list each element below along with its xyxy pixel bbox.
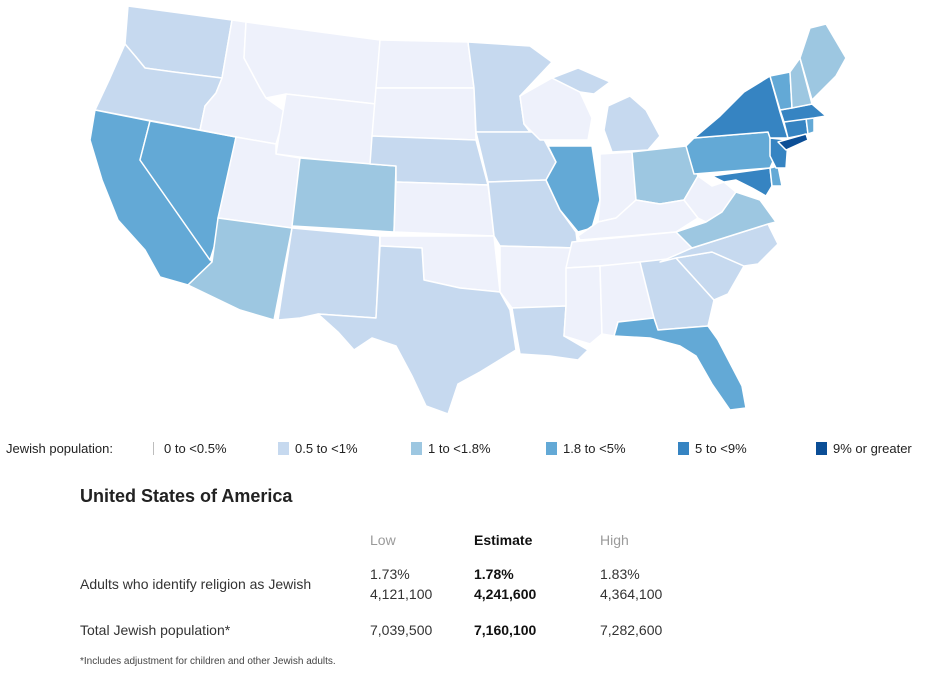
legend: Jewish population: 0 to <0.5% 0.5 to <1%…: [6, 438, 924, 460]
legend-item-0: 0 to <0.5%: [153, 441, 227, 456]
adults-high-pct: 1.83%: [600, 566, 640, 582]
legend-item-5: 9% or greater: [816, 441, 912, 456]
legend-swatch-4: [678, 442, 689, 455]
state-pennsylvania[interactable]: [685, 131, 779, 175]
total-estimate: 7,160,100: [474, 622, 537, 638]
adults-low-pct: 1.73%: [370, 566, 410, 582]
state-virginia[interactable]: [675, 191, 777, 249]
adults-estimate-pct: 1.78%: [474, 566, 514, 582]
total-low: 7,039,500: [370, 622, 433, 638]
country-title: United States of America: [80, 486, 293, 506]
state-new-york-city-area[interactable]: [777, 133, 809, 151]
legend-label-5: 9% or greater: [833, 441, 912, 456]
row-label-adults: Adults who identify religion as Jewish: [80, 576, 312, 592]
state-delaware[interactable]: [769, 165, 783, 187]
state-rhode-island[interactable]: [805, 117, 815, 135]
state-colorado[interactable]: [291, 157, 397, 233]
legend-label-0: 0 to <0.5%: [164, 441, 227, 456]
adults-estimate-count: 4,241,600: [474, 586, 537, 602]
header-high: High: [600, 532, 629, 548]
legend-swatch-0: [153, 442, 158, 455]
us-states-map: [89, 5, 847, 415]
legend-label-4: 5 to <9%: [695, 441, 747, 456]
state-montana[interactable]: [243, 21, 381, 105]
state-mississippi[interactable]: [563, 265, 603, 345]
state-north-dakota[interactable]: [375, 39, 475, 89]
legend-title: Jewish population:: [6, 441, 113, 456]
state-south-dakota[interactable]: [371, 87, 477, 141]
state-texas[interactable]: [317, 245, 517, 415]
legend-label-2: 1 to <1.8%: [428, 441, 491, 456]
total-high: 7,282,600: [600, 622, 663, 638]
legend-item-2: 1 to <1.8%: [411, 441, 491, 456]
row-label-total: Total Jewish population*: [80, 622, 231, 638]
legend-label-1: 0.5 to <1%: [295, 441, 358, 456]
adults-low-count: 4,121,100: [370, 586, 433, 602]
state-kansas[interactable]: [393, 181, 495, 237]
state-michigan[interactable]: [551, 67, 661, 153]
state-new-hampshire[interactable]: [789, 57, 813, 109]
legend-item-4: 5 to <9%: [678, 441, 747, 456]
legend-swatch-1: [278, 442, 289, 455]
legend-swatch-3: [546, 442, 557, 455]
footnote: *Includes adjustment for children and ot…: [80, 656, 336, 667]
header-estimate: Estimate: [474, 532, 533, 548]
legend-label-3: 1.8 to <5%: [563, 441, 626, 456]
legend-swatch-5: [816, 442, 827, 455]
legend-item-1: 0.5 to <1%: [278, 441, 358, 456]
legend-item-3: 1.8 to <5%: [546, 441, 626, 456]
state-new-mexico[interactable]: [277, 227, 381, 321]
adults-high-count: 4,364,100: [600, 586, 663, 602]
state-illinois[interactable]: [545, 145, 601, 233]
legend-swatch-2: [411, 442, 422, 455]
state-florida[interactable]: [613, 317, 747, 411]
header-low: Low: [370, 532, 396, 548]
state-maine[interactable]: [799, 23, 847, 101]
state-wyoming[interactable]: [275, 93, 377, 167]
